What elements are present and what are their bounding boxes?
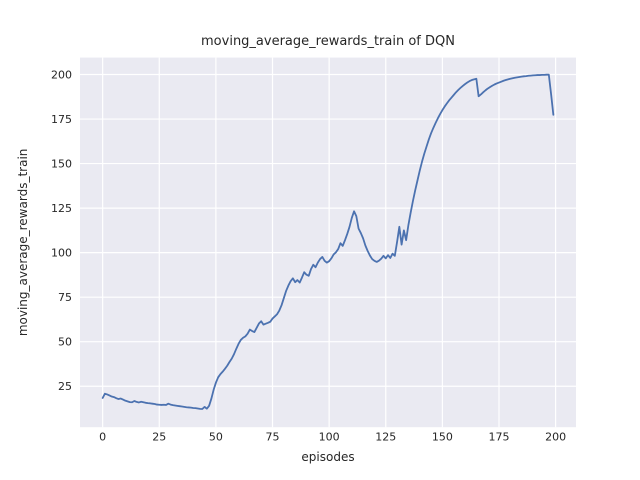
y-tick-label: 75 — [58, 291, 72, 304]
y-axis-label: moving_average_rewards_train — [16, 149, 30, 337]
chart-title: moving_average_rewards_train of DQN — [201, 34, 455, 49]
y-tick-labels: 25 50 75 100 125 150 175 200 — [51, 69, 72, 394]
x-tick-label: 50 — [209, 431, 223, 444]
y-tick-label: 150 — [51, 158, 72, 171]
x-tick-label: 100 — [319, 431, 340, 444]
y-tick-label: 125 — [51, 202, 72, 215]
x-tick-label: 25 — [152, 431, 166, 444]
x-tick-label: 200 — [545, 431, 566, 444]
y-tick-label: 175 — [51, 113, 72, 126]
x-tick-label: 75 — [266, 431, 280, 444]
x-tick-label: 125 — [375, 431, 396, 444]
y-tick-label: 25 — [58, 380, 72, 393]
y-tick-label: 200 — [51, 69, 72, 82]
x-tick-labels: 0 25 50 75 100 125 150 175 200 — [99, 431, 566, 444]
x-tick-label: 175 — [489, 431, 510, 444]
x-axis-label: episodes — [301, 450, 354, 464]
y-tick-label: 50 — [58, 336, 72, 349]
x-tick-label: 0 — [99, 431, 106, 444]
dqn-reward-line — [101, 73, 555, 410]
x-tick-label: 150 — [432, 431, 453, 444]
gridlines — [80, 57, 576, 428]
y-tick-label: 100 — [51, 247, 72, 260]
plot-area — [80, 57, 576, 428]
